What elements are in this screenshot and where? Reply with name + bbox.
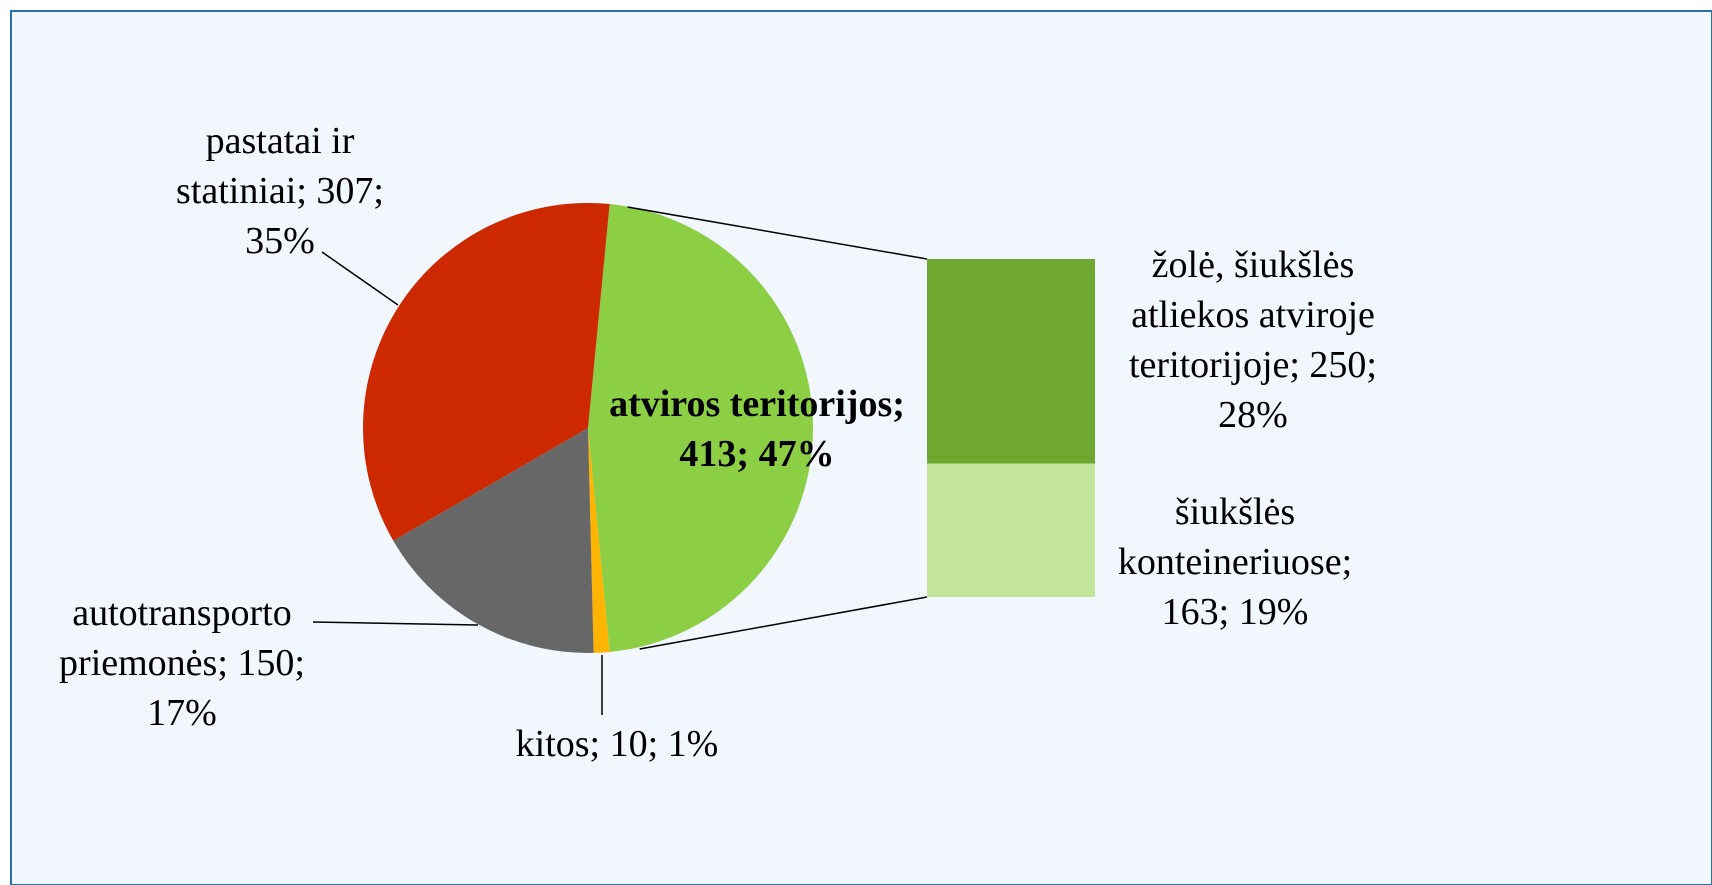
chart-frame <box>10 10 1712 885</box>
leader-line <box>321 251 399 306</box>
pie-slice <box>588 428 610 653</box>
connector-line <box>627 206 928 260</box>
pie-slice <box>588 204 814 652</box>
connector-line <box>639 596 928 650</box>
pie-slice <box>393 428 594 653</box>
data-label: kitos; 10; 1% <box>516 723 719 765</box>
leader-line <box>312 621 479 626</box>
data-label: autotransporto priemonės; 150; 17% <box>59 592 305 734</box>
pie-slice <box>362 203 610 541</box>
data-label: pastatai ir statiniai; 307; 35% <box>176 120 384 262</box>
bar-segment <box>927 259 1095 464</box>
data-label: žolė, šiukšlės atliekos atviroje teritorij… <box>1129 244 1377 436</box>
data-label: atviros teritorijos; 413; 47% <box>609 383 905 475</box>
bar-segment <box>927 463 1095 597</box>
data-label: šiukšlės konteineriuose; 163; 19% <box>1118 491 1352 633</box>
